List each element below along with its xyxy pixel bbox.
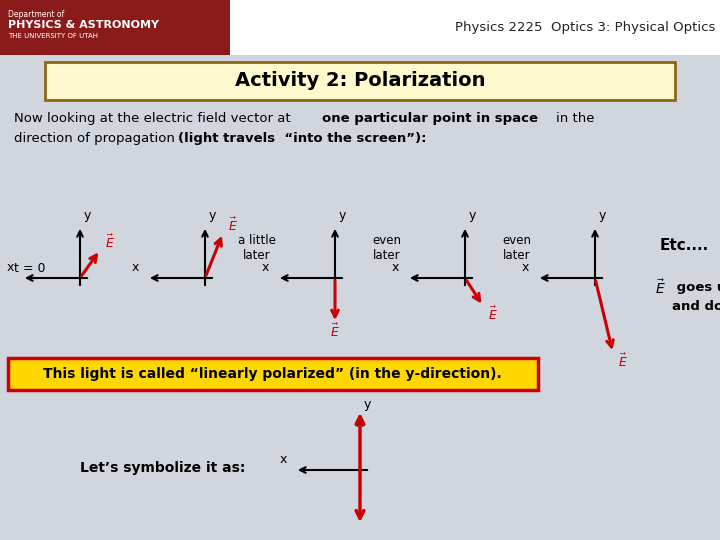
- Bar: [0, 0, 720, 55]
- Text: x: x: [279, 453, 287, 466]
- Text: Now looking at the electric field vector at: Now looking at the electric field vector…: [14, 112, 291, 125]
- Text: x: x: [261, 261, 269, 274]
- Bar: [0, 0, 230, 55]
- Text: Let’s symbolize it as:: Let’s symbolize it as:: [80, 461, 246, 475]
- Text: a little
later: a little later: [238, 234, 276, 262]
- Text: This light is called “linearly polarized” (in the y-direction).: This light is called “linearly polarized…: [42, 367, 501, 381]
- Text: (light travels  “into the screen”):: (light travels “into the screen”):: [178, 132, 426, 145]
- Bar: [8, 358, 538, 390]
- Text: Physics 2225  Optics 3: Physical Optics: Physics 2225 Optics 3: Physical Optics: [454, 21, 715, 33]
- Text: Activity 2: Polarization: Activity 2: Polarization: [235, 71, 485, 91]
- Text: $\vec{E}$: $\vec{E}$: [228, 217, 238, 234]
- Text: $\vec{E}$: $\vec{E}$: [105, 233, 115, 251]
- Text: y: y: [599, 209, 606, 222]
- Text: x: x: [392, 261, 399, 274]
- Text: and down: and down: [672, 300, 720, 313]
- Text: y: y: [84, 209, 91, 222]
- Text: even
later: even later: [503, 234, 531, 262]
- Text: y: y: [339, 209, 346, 222]
- Text: x: x: [132, 261, 139, 274]
- Text: in the: in the: [556, 112, 595, 125]
- Text: Department of: Department of: [8, 10, 64, 19]
- Text: $\vec{E}$: $\vec{E}$: [330, 322, 340, 340]
- Text: one particular point in space: one particular point in space: [322, 112, 538, 125]
- Text: y: y: [209, 209, 217, 222]
- Text: THE UNIVERSITY OF UTAH: THE UNIVERSITY OF UTAH: [8, 33, 98, 39]
- Text: $\vec{E}$: $\vec{E}$: [618, 353, 628, 370]
- Text: y: y: [469, 209, 477, 222]
- Text: PHYSICS & ASTRONOMY: PHYSICS & ASTRONOMY: [8, 20, 159, 30]
- Text: y: y: [364, 398, 372, 411]
- Text: x: x: [6, 261, 14, 274]
- Text: direction of propagation: direction of propagation: [14, 132, 175, 145]
- Text: goes up: goes up: [672, 281, 720, 294]
- Text: x: x: [521, 261, 529, 274]
- Text: $\vec{E}$: $\vec{E}$: [655, 279, 666, 298]
- Text: even
later: even later: [372, 234, 402, 262]
- Bar: [45, 62, 675, 100]
- Text: t = 0: t = 0: [14, 261, 46, 274]
- Text: $\vec{E}$: $\vec{E}$: [488, 305, 498, 322]
- Text: Etc....: Etc....: [660, 239, 709, 253]
